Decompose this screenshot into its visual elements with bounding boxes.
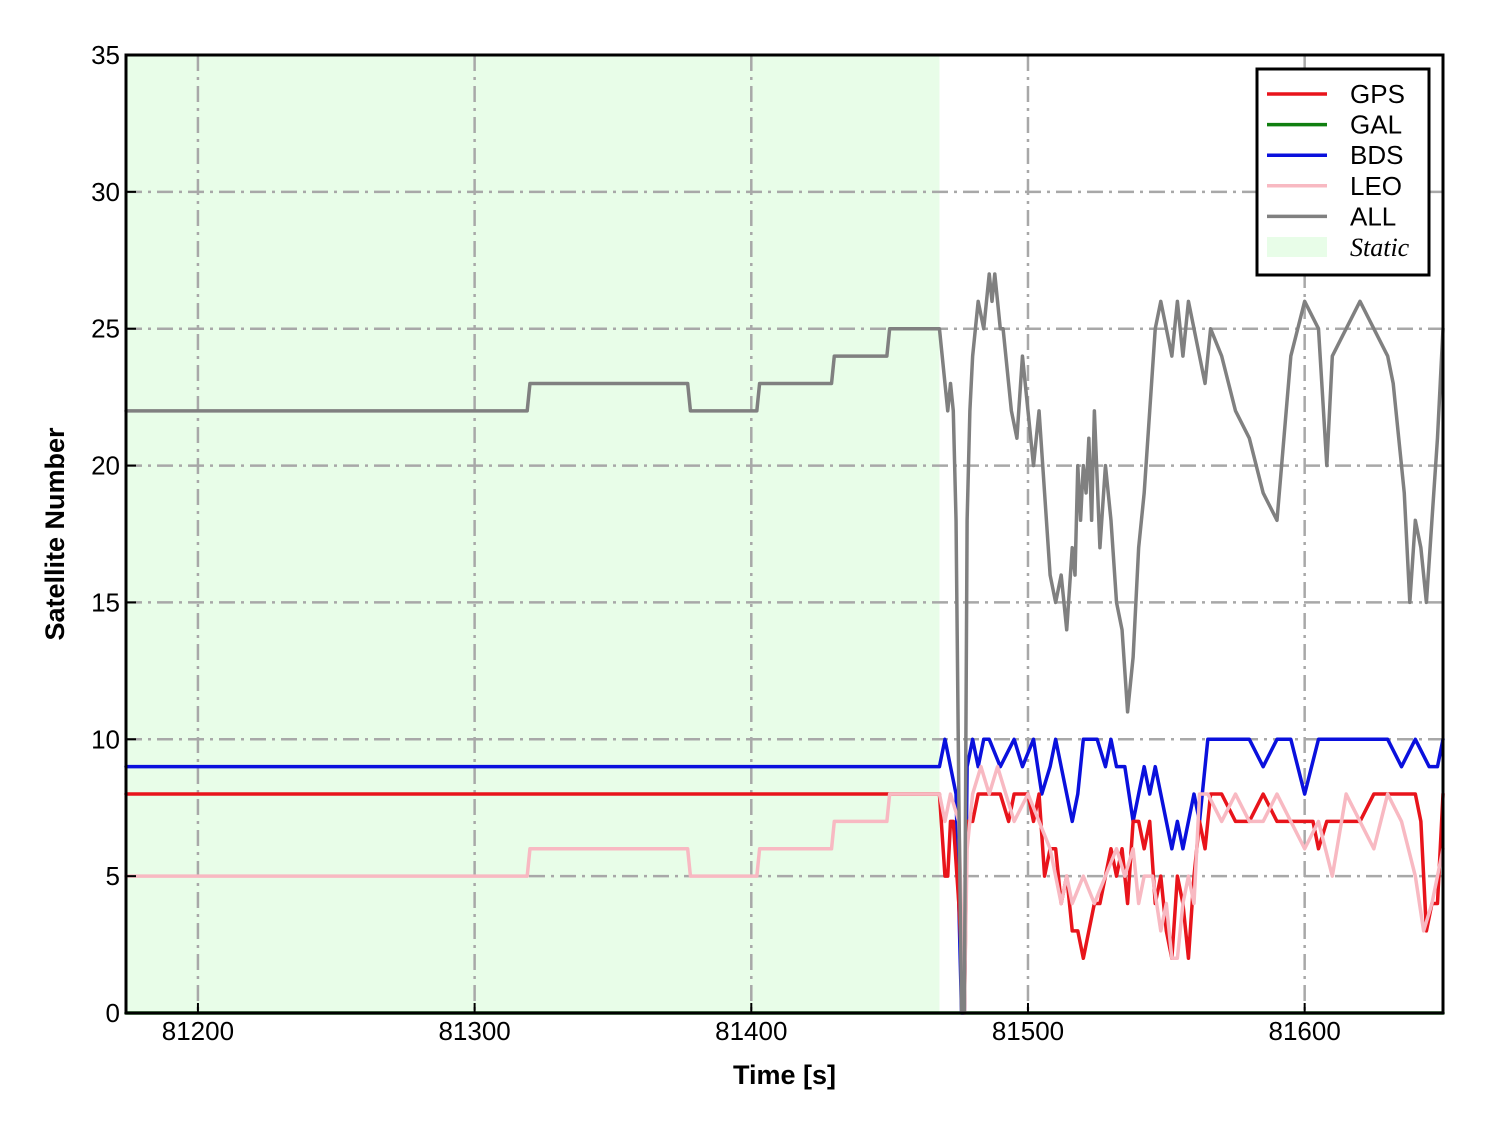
legend-label-leo: LEO bbox=[1350, 171, 1402, 201]
x-tick-label: 81300 bbox=[438, 1016, 510, 1046]
x-tick-label: 81600 bbox=[1269, 1016, 1341, 1046]
series-line-bds bbox=[124, 737, 1445, 1015]
x-tick-label: 81400 bbox=[715, 1016, 787, 1046]
axis-ticks: 81200 81300 81400 81500 81600 0 5 10 15 20 25 30 35 bbox=[91, 40, 1341, 1046]
y-tick-label: 10 bbox=[91, 724, 120, 754]
legend-label-static: Static bbox=[1350, 233, 1410, 262]
static-shaded-region bbox=[126, 55, 940, 1013]
y-tick-label: 5 bbox=[106, 861, 120, 891]
legend-label-gal: GAL bbox=[1350, 110, 1402, 140]
y-tick-label: 0 bbox=[106, 998, 120, 1028]
y-tick-label: 20 bbox=[91, 451, 120, 481]
y-tick-label: 25 bbox=[91, 314, 120, 344]
series-line-all bbox=[124, 272, 1445, 1015]
legend-label-gps: GPS bbox=[1350, 79, 1405, 109]
legend-label-all: ALL bbox=[1350, 201, 1396, 231]
y-tick-label: 35 bbox=[91, 40, 120, 70]
x-tick-label: 81500 bbox=[992, 1016, 1064, 1046]
legend-box bbox=[1255, 67, 1431, 277]
shaded-region-static bbox=[126, 55, 940, 1013]
series-line-gps bbox=[124, 792, 1445, 1015]
series-line-leo bbox=[124, 764, 1445, 1015]
x-tick-label: 81200 bbox=[162, 1016, 234, 1046]
x-axis-title: Time [s] bbox=[733, 1060, 836, 1090]
y-tick-label: 30 bbox=[91, 177, 120, 207]
y-axis-title: Satellite Number bbox=[40, 427, 70, 641]
legend-swatch-static bbox=[1267, 237, 1327, 257]
y-tick-label: 15 bbox=[91, 587, 120, 617]
plot-frame bbox=[124, 53, 1445, 1015]
legend-label-bds: BDS bbox=[1350, 140, 1403, 170]
